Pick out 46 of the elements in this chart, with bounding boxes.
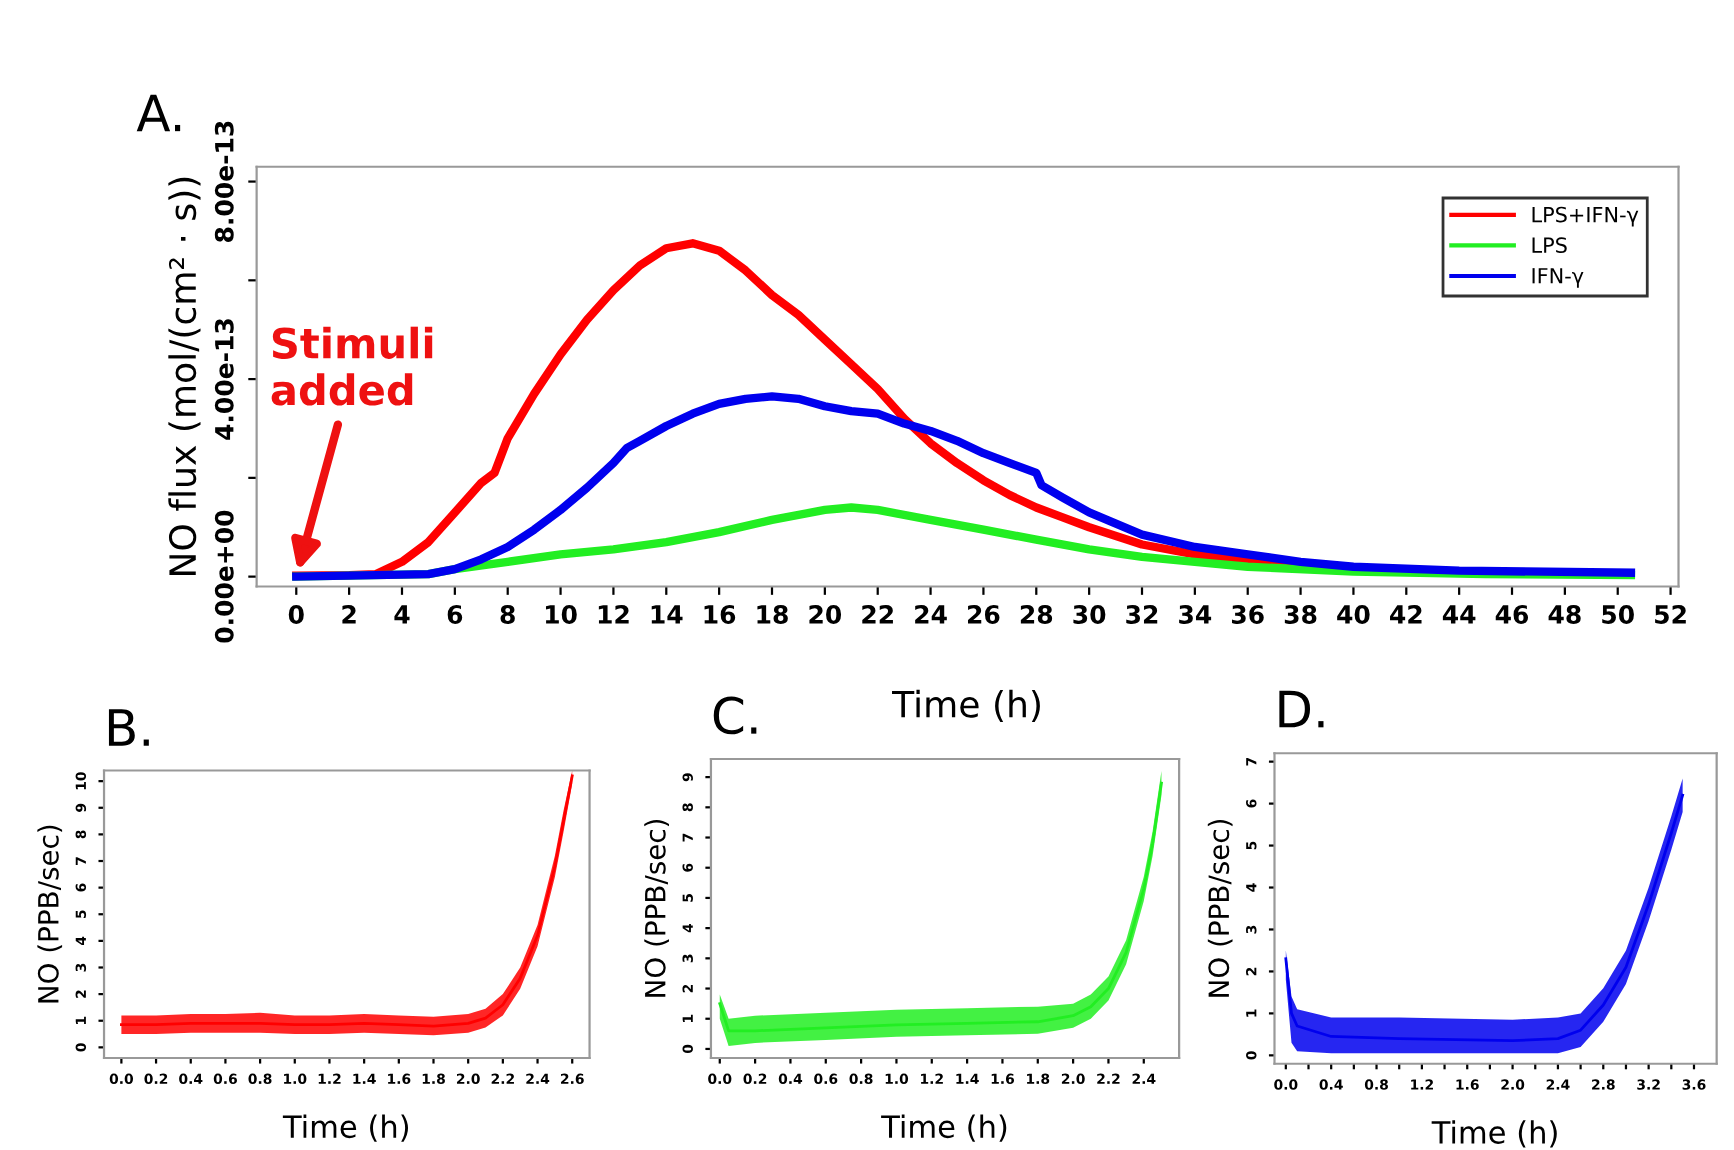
chart-title: A. (136, 94, 181, 132)
x-tick-label: 0 (288, 605, 304, 624)
x-tick-label: 18 (757, 605, 788, 624)
x-tick-label: 34 (1179, 605, 1212, 624)
y-axis-title: NO flux (mol/(cm² · s)) (168, 177, 201, 576)
x-tick-label: 42 (1390, 605, 1422, 624)
x-axis-title: Time (h) (1431, 1120, 1557, 1148)
x-axis-title: Time (h) (282, 1114, 409, 1142)
x-tick-label: 28 (1020, 605, 1053, 624)
x-tick-label: 10 (545, 605, 577, 624)
x-tick-label: 24 (915, 605, 947, 624)
x-tick-label: 36 (1232, 605, 1264, 624)
x-tick-label: 4 (394, 605, 410, 624)
x-tick-label: 6 (447, 605, 463, 624)
annotation: Stimuli added (271, 326, 433, 406)
x-tick-label: 14 (651, 605, 683, 624)
x-axis-title: Time (h) (881, 1114, 1007, 1142)
legend-label: IFN-γ (1532, 268, 1584, 288)
y-tick-label: 4.00e-13 (214, 319, 234, 440)
x-tick-label: 26 (968, 605, 1000, 624)
x-tick-label: 50 (1602, 605, 1634, 624)
y-axis-title: NO (PPB/sec) (644, 819, 669, 997)
x-axis-title: Time (h) (892, 689, 1040, 723)
chart-title: D. (1279, 690, 1324, 728)
x-tick-label: 46 (1495, 605, 1529, 624)
x-tick-label: 8 (500, 605, 515, 624)
x-tick-label: 38 (1284, 605, 1317, 624)
legend-label: LPS+IFN-γ (1532, 206, 1639, 227)
chart-title: B. (108, 709, 149, 746)
x-tick-label: 22 (862, 605, 893, 624)
x-tick-label: 2 (342, 605, 356, 624)
y-tick-label: 8.00e-13 (214, 121, 234, 242)
x-tick-label: 44 (1442, 605, 1476, 624)
x-tick-label: 48 (1548, 605, 1581, 624)
chart-title: C. (713, 696, 757, 735)
y-axis-title: NO (PPB/sec) (37, 825, 63, 1003)
y-tick-label: 0.00e+00 (214, 510, 234, 643)
x-tick-label: 40 (1337, 605, 1370, 624)
x-tick-label: 16 (704, 605, 736, 624)
x-tick-label: 12 (598, 605, 629, 624)
x-tick-label: 52 (1655, 605, 1686, 624)
y-axis-title: NO (PPB/sec) (1207, 819, 1233, 997)
legend-label: LPS (1532, 237, 1567, 254)
x-tick-label: 30 (1073, 605, 1106, 624)
x-tick-label: 32 (1126, 605, 1158, 624)
x-tick-label: 20 (809, 605, 842, 624)
